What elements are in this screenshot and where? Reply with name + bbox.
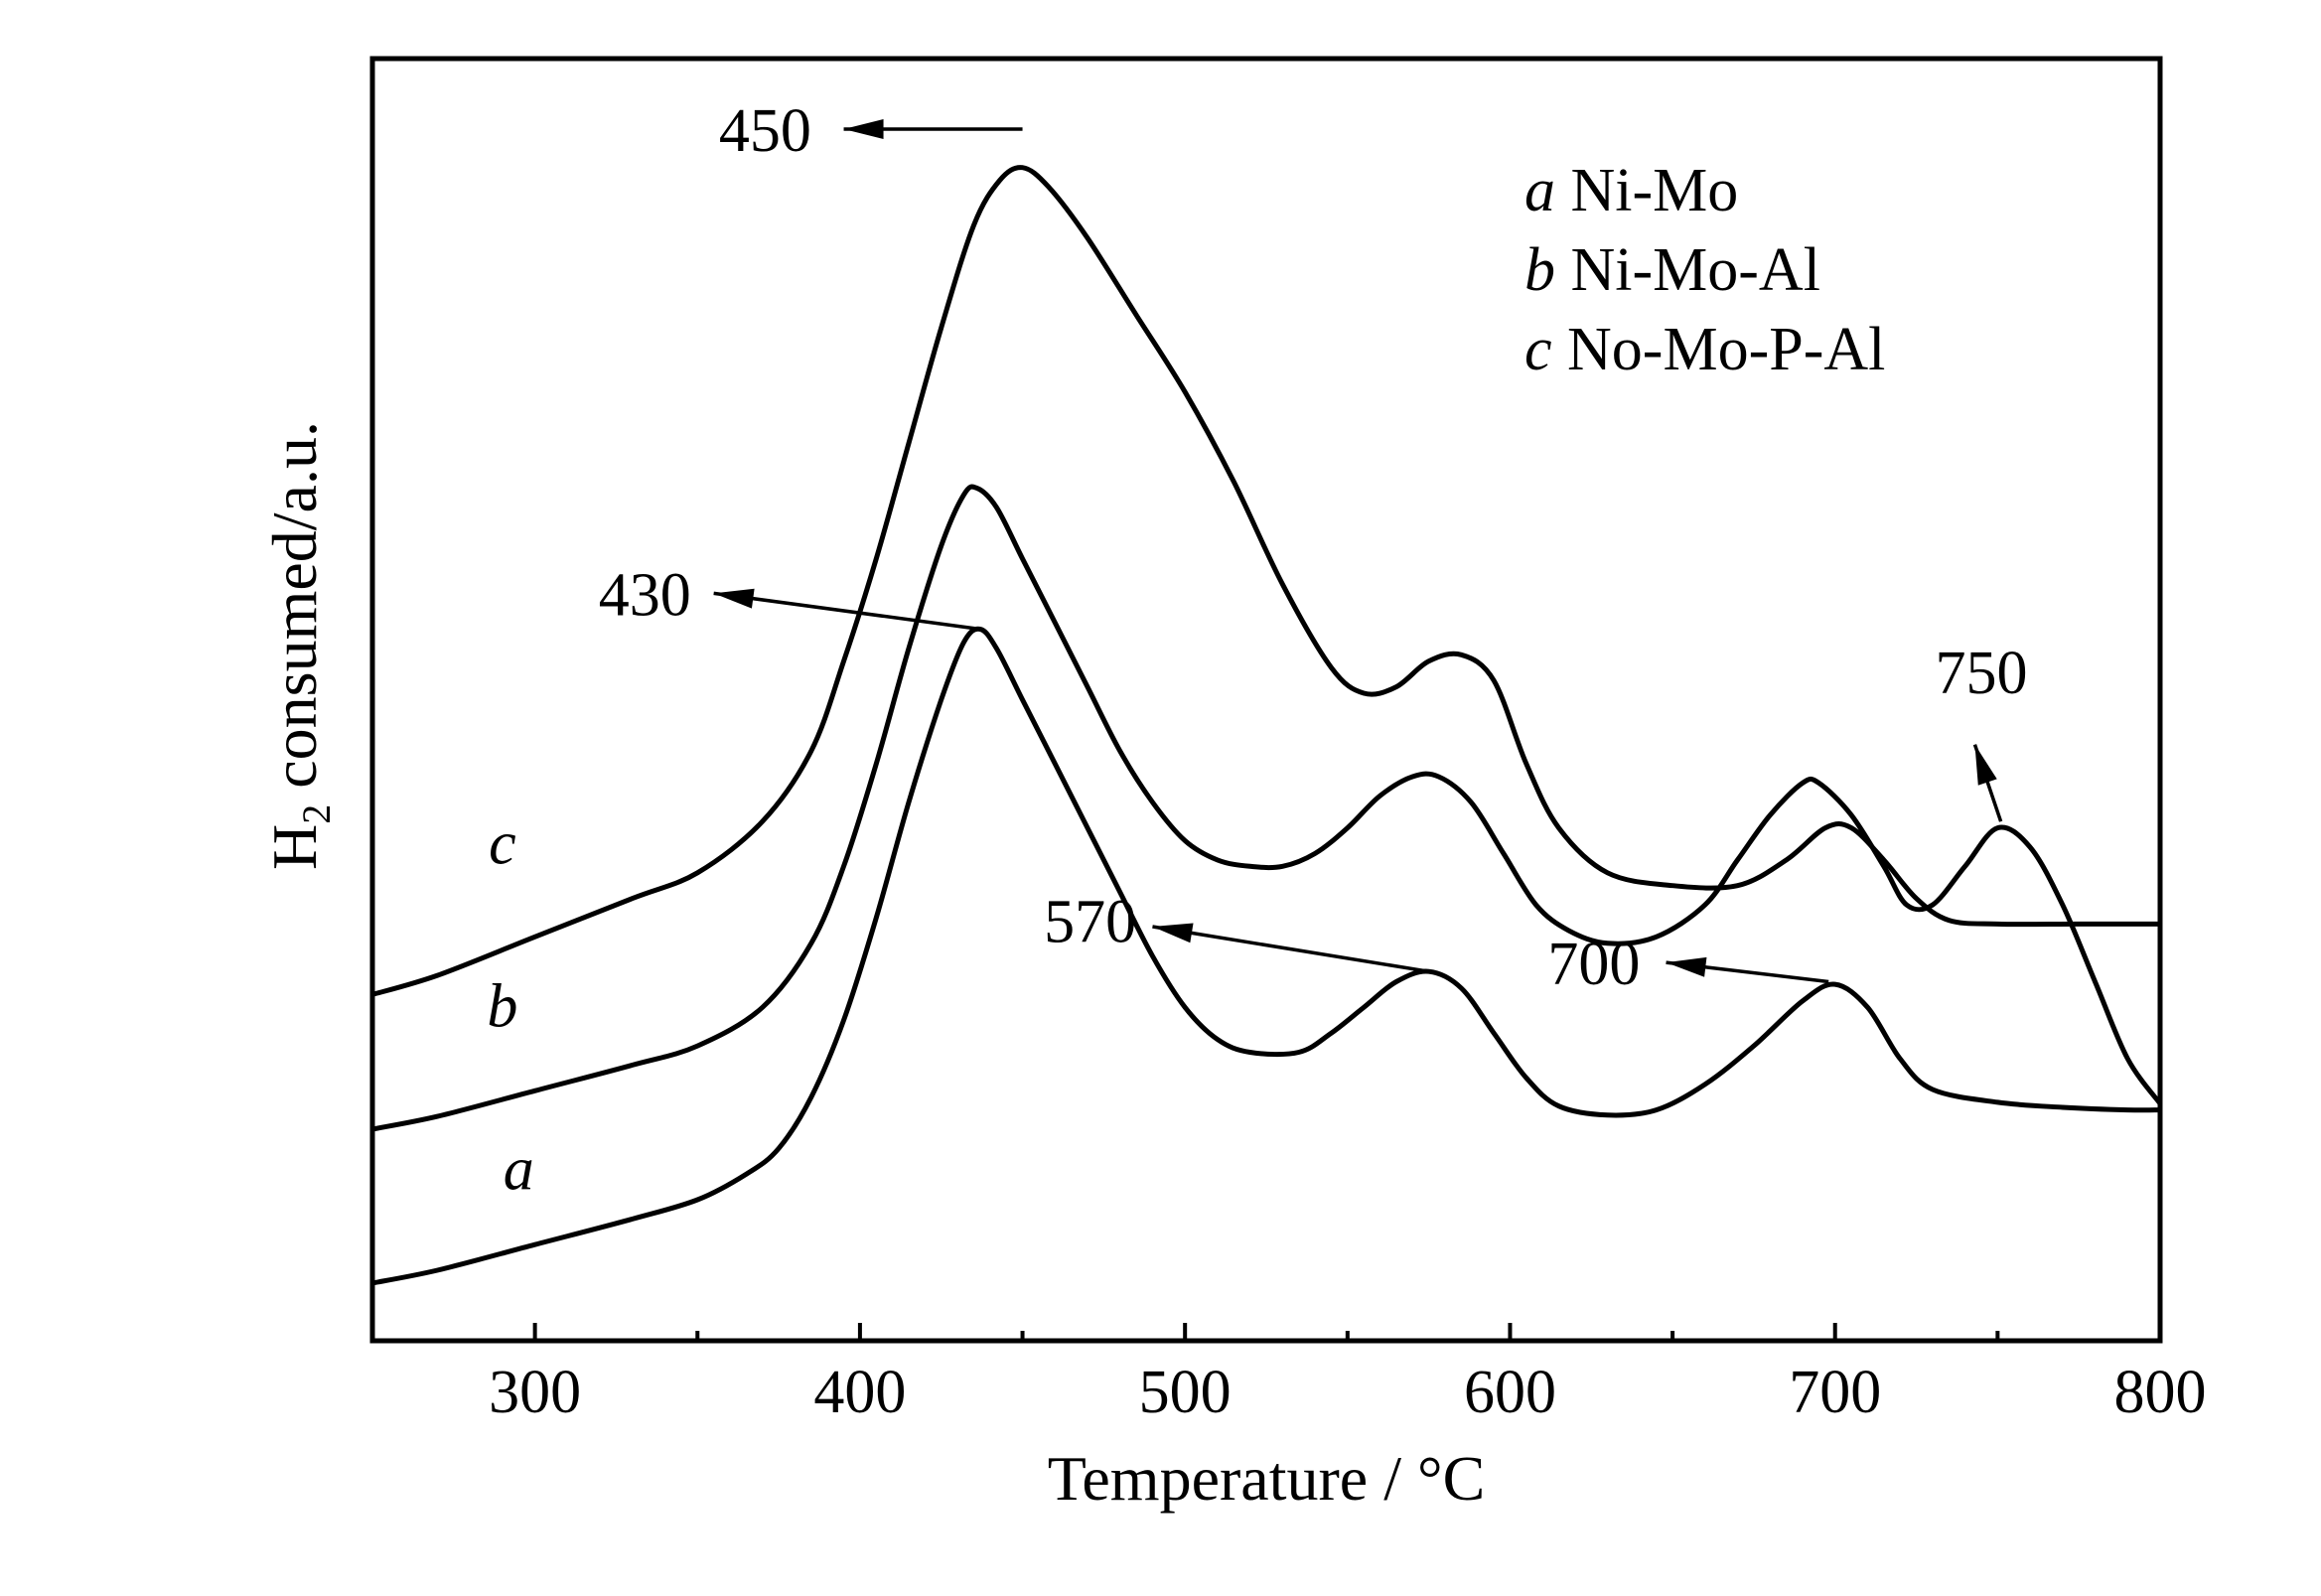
legend-entry-b: b Ni-Mo-Al <box>1524 236 1820 304</box>
legend-label-c: No-Mo-P-Al <box>1552 316 1886 383</box>
legend-letter-b: b <box>1524 236 1555 304</box>
x-tick-label-300: 300 <box>489 1359 581 1426</box>
curve-a <box>369 626 2163 1286</box>
arrow-head-450 <box>843 119 884 140</box>
peak-label-430: 430 <box>599 561 691 629</box>
x-tick-labels: 300 400 500 600 700 800 <box>489 1359 2206 1426</box>
peak-annotations: 450 430 570 700 750 <box>599 97 2028 998</box>
arrow-head-430 <box>713 588 755 609</box>
curve-letter-c: c <box>489 810 516 878</box>
x-axis-title: Temperature / °C <box>1048 1443 1486 1514</box>
y-axis-title-main: H <box>259 824 330 870</box>
arrow-head-750 <box>1974 744 1997 786</box>
arrow-head-570 <box>1152 923 1194 943</box>
legend-letter-a: a <box>1524 157 1555 224</box>
arrow-head-700 <box>1666 956 1707 977</box>
curve-letter-a: a <box>504 1136 534 1204</box>
legend-entry-a: a Ni-Mo <box>1524 157 1738 224</box>
legend-letter-c: c <box>1524 316 1552 383</box>
y-axis-title-rest: consumed/a.u. <box>259 421 330 804</box>
legend-label-a: Ni-Mo <box>1555 157 1738 224</box>
legend: a Ni-Mob Ni-Mo-Alc No-Mo-P-Al <box>1524 157 1885 383</box>
y-axis-title-subscript: 2 <box>294 804 339 824</box>
peak-label-450: 450 <box>719 97 811 165</box>
x-tick-label-700: 700 <box>1789 1359 1881 1426</box>
x-tick-label-600: 600 <box>1464 1359 1556 1426</box>
curve-c <box>369 165 2163 997</box>
legend-label-b: Ni-Mo-Al <box>1555 236 1820 304</box>
curve-letters: a b c <box>487 810 533 1204</box>
x-tick-label-400: 400 <box>813 1359 906 1426</box>
arrow-line-570 <box>1152 925 1429 973</box>
curves <box>369 165 2163 1286</box>
curve-b <box>369 484 2163 1132</box>
peak-label-700: 700 <box>1547 931 1640 998</box>
x-tick-label-800: 800 <box>2114 1359 2207 1426</box>
y-axis-title: H2 consumed/a.u. <box>259 421 339 870</box>
legend-entry-c: c No-Mo-P-Al <box>1524 316 1885 383</box>
x-tick-label-500: 500 <box>1139 1359 1232 1426</box>
curve-letter-b: b <box>487 973 517 1041</box>
peak-label-750: 750 <box>1936 640 2028 707</box>
peak-label-570: 570 <box>1044 889 1136 956</box>
x-ticks <box>532 1323 2162 1341</box>
plot-frame <box>369 56 2163 1344</box>
arrow-line-430 <box>713 591 981 632</box>
